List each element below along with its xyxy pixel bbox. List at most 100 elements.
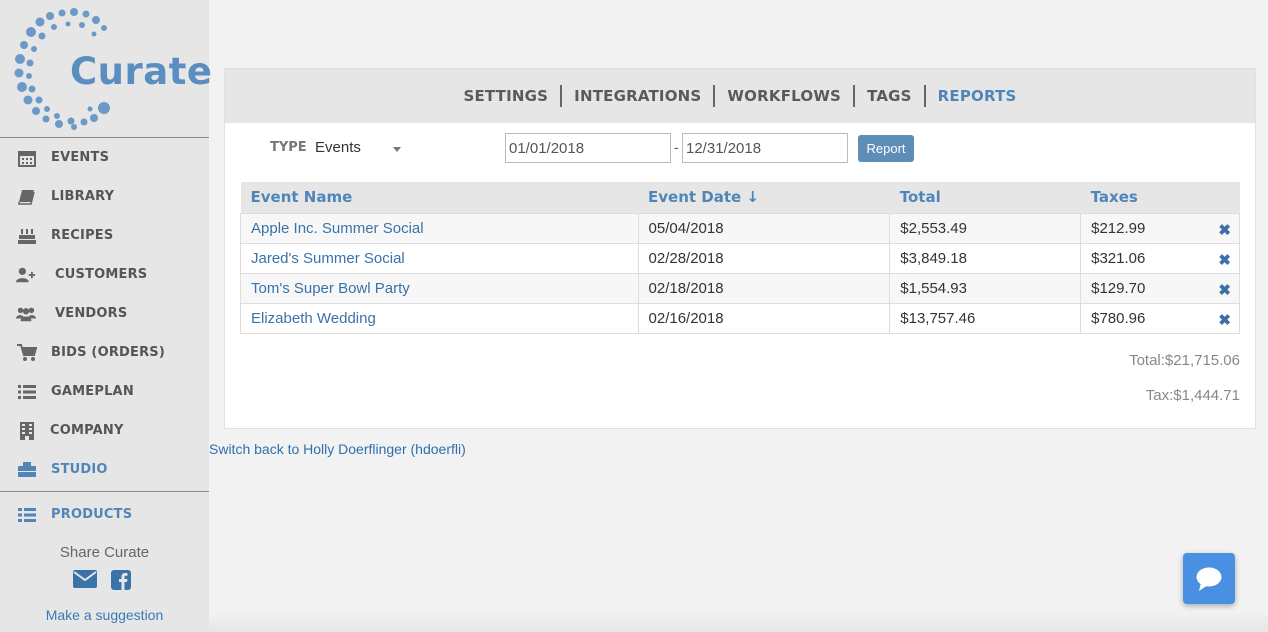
sidebar-item-customers[interactable]: CUSTOMERS [0,255,209,294]
sidebar-divider [0,137,209,138]
tab-integrations[interactable]: INTEGRATIONS [574,87,702,105]
page-bottom-shade [209,612,1268,632]
type-select[interactable]: Events [315,139,405,161]
sidebar-item-label: CUSTOMERS [55,267,148,282]
remove-icon[interactable]: ✖ [1218,221,1231,239]
sidebar-item-label: EVENTS [51,150,110,165]
table-row: Tom's Super Bowl Party 02/18/2018 $1,554… [240,272,1240,304]
column-header-taxes[interactable]: Taxes [1080,182,1240,213]
sidebar-item-company[interactable]: COMPANY [0,411,209,450]
taxes-value: $780.96 [1091,309,1146,327]
sidebar-item-studio[interactable]: STUDIO [0,450,209,489]
tab-divider [560,85,563,107]
settings-tabbar: SETTINGS INTEGRATIONS WORKFLOWS TAGS REP… [225,69,1255,123]
users-icon [16,305,36,323]
report-button[interactable]: Report [858,135,914,162]
taxes-cell: $212.99 ✖ [1080,212,1240,244]
remove-icon[interactable]: ✖ [1218,251,1231,269]
table-row: Jared's Summer Social 02/28/2018 $3,849.… [240,242,1240,274]
tab-divider [923,85,926,107]
event-name-link[interactable]: Apple Inc. Summer Social [240,212,639,244]
total-cell: $13,757.46 [889,302,1082,334]
logo-bubbles-icon [14,8,110,130]
remove-icon[interactable]: ✖ [1218,311,1231,329]
sidebar-item-label: PRODUCTS [51,507,133,522]
taxes-value: $129.70 [1091,279,1146,297]
tab-settings[interactable]: SETTINGS [463,87,549,105]
sidebar-item-label: GAMEPLAN [51,384,134,399]
event-date-cell: 02/16/2018 [637,302,891,334]
tab-reports[interactable]: REPORTS [937,87,1017,105]
event-name-link[interactable]: Tom's Super Bowl Party [240,272,639,304]
event-date-cell: 02/28/2018 [637,242,891,274]
tab-workflows[interactable]: WORKFLOWS [727,87,842,105]
sidebar: Curate EVENTS LIBRARY RECIPES CUSTOMERS … [0,0,212,632]
sidebar-item-vendors[interactable]: VENDORS [0,294,209,333]
user-plus-icon [16,266,36,284]
switch-back-link[interactable]: Switch back to Holly Doerflinger (hdoerf… [209,441,466,457]
sidebar-item-label: VENDORS [55,306,128,321]
sidebar-item-recipes[interactable]: RECIPES [0,216,209,255]
type-select-value: Events [315,139,361,156]
calendar-icon [17,149,37,167]
column-header-event-name[interactable]: Event Name [240,182,639,213]
building-icon [17,421,37,440]
total-cell: $1,554.93 [889,272,1082,304]
chat-button[interactable] [1183,553,1235,604]
sidebar-item-label: STUDIO [51,462,108,477]
sidebar-divider [0,491,209,492]
sidebar-item-products[interactable]: PRODUCTS [0,495,209,534]
total-cell: $3,849.18 [889,242,1082,274]
caret-down-icon [393,147,401,152]
book-icon [17,188,37,206]
taxes-value: $321.06 [1091,249,1146,267]
sidebar-item-events[interactable]: EVENTS [0,138,209,177]
remove-icon[interactable]: ✖ [1218,281,1231,299]
sidebar-item-label: RECIPES [51,228,114,243]
event-name-link[interactable]: Elizabeth Wedding [240,302,639,334]
share-icons [73,570,131,595]
brand-name: Curate [70,50,213,93]
taxes-cell: $780.96 ✖ [1080,302,1240,334]
column-header-total[interactable]: Total [889,182,1081,213]
envelope-icon[interactable] [73,570,97,595]
sidebar-item-label: COMPANY [50,423,124,438]
table-row: Apple Inc. Summer Social 05/04/2018 $2,5… [240,212,1240,244]
sidebar-item-bids[interactable]: BIDS (ORDERS) [0,333,209,372]
taxes-cell: $129.70 ✖ [1080,272,1240,304]
summary-total: Total:$21,715.06 [1129,352,1240,369]
event-date-cell: 02/18/2018 [637,272,891,304]
list-icon [17,383,37,401]
reports-panel: SETTINGS INTEGRATIONS WORKFLOWS TAGS REP… [224,68,1256,429]
sidebar-item-label: BIDS (ORDERS) [51,345,166,360]
cart-icon [17,343,37,362]
event-name-link[interactable]: Jared's Summer Social [240,242,639,274]
column-header-event-date[interactable]: Event Date ↓ [638,182,890,213]
chat-bubble-icon [1196,567,1222,591]
th-list-icon [17,506,37,524]
taxes-value: $212.99 [1091,219,1146,237]
sidebar-item-gameplan[interactable]: GAMEPLAN [0,372,209,411]
summary-tax: Tax:$1,444.71 [1145,387,1240,404]
report-table: Event Name Event Date ↓ Total Taxes Appl… [240,182,1240,334]
tab-tags[interactable]: TAGS [867,87,912,105]
make-suggestion-link[interactable]: Make a suggestion [45,607,164,623]
tab-divider [853,85,856,107]
event-date-cell: 05/04/2018 [637,212,891,244]
type-label: TYPE [270,140,307,155]
tab-divider [713,85,716,107]
date-range-dash: - [674,139,679,155]
share-title: Share Curate [59,544,150,561]
facebook-icon[interactable] [111,570,131,595]
table-row: Elizabeth Wedding 02/16/2018 $13,757.46 … [240,302,1240,334]
sidebar-item-library[interactable]: LIBRARY [0,177,209,216]
taxes-cell: $321.06 ✖ [1080,242,1240,274]
total-cell: $2,553.49 [889,212,1082,244]
cake-icon [17,227,37,245]
briefcase-icon [17,461,37,479]
start-date-input[interactable] [505,133,671,163]
end-date-input[interactable] [682,133,848,163]
curate-logo[interactable]: Curate [14,8,212,130]
table-header-row: Event Name Event Date ↓ Total Taxes [240,182,1240,213]
sidebar-item-label: LIBRARY [51,189,115,204]
